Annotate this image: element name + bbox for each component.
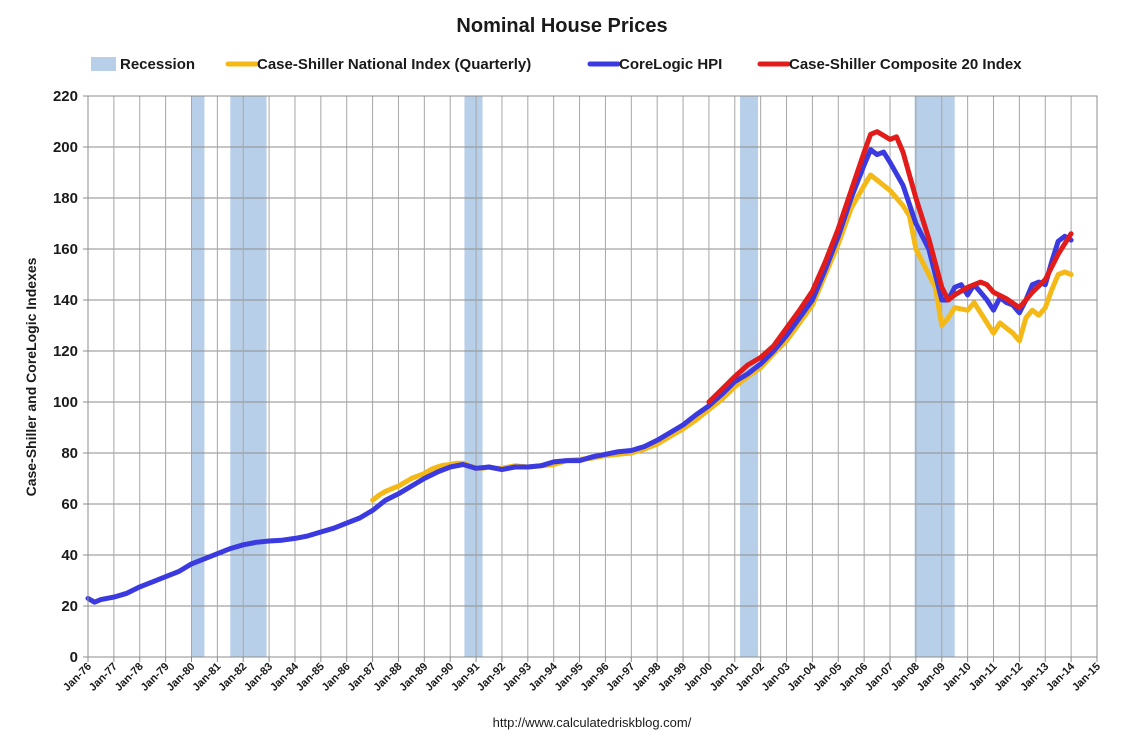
recession-band-3	[464, 96, 483, 657]
y-tick-label: 160	[53, 241, 78, 258]
recession-band-2	[230, 96, 267, 657]
y-tick-label: 120	[53, 343, 78, 360]
y-axis-label: Case-Shiller and CoreLogic Indexes	[23, 257, 39, 496]
y-tick-label: 220	[53, 88, 78, 105]
series-line-3	[706, 129, 1074, 405]
y-tick-label: 60	[61, 496, 78, 513]
y-tick-label: 0	[70, 649, 78, 666]
y-tick-label: 40	[61, 547, 78, 564]
source-url: http://www.calculatedriskblog.com/	[493, 715, 692, 730]
y-tick-label: 140	[53, 292, 78, 309]
legend-label-1: Recession	[120, 56, 195, 73]
y-tick-label: 80	[61, 445, 78, 462]
recession-band-5	[914, 96, 955, 657]
y-tick-label: 100	[53, 394, 78, 411]
legend-label-4: Case-Shiller Composite 20 Index	[789, 56, 1022, 73]
y-tick-label: 20	[61, 598, 78, 615]
chart-title: Nominal House Prices	[456, 15, 667, 37]
y-axis-ticks: 0 20 40 60 80 100 120 140 160 180 200 220	[53, 88, 88, 666]
x-axis-ticks: Jan-76Jan-77Jan-78Jan-79Jan-80Jan-81Jan-…	[61, 657, 1103, 694]
x-tick-label: Jan-15	[1070, 661, 1103, 694]
y-tick-label: 180	[53, 190, 78, 207]
plot-border	[87, 95, 1098, 658]
y-tick-label: 200	[53, 139, 78, 156]
recession-band-1	[191, 96, 205, 657]
legend-label-2: Case-Shiller National Index (Quarterly)	[257, 56, 531, 73]
legend: Recession Case-Shiller National Index (Qu…	[91, 56, 1022, 73]
x-tick-label: Jan-10	[941, 661, 974, 694]
legend-swatch-recession	[91, 57, 116, 71]
series-lines	[85, 129, 1074, 605]
legend-label-3: CoreLogic HPI	[619, 56, 722, 73]
